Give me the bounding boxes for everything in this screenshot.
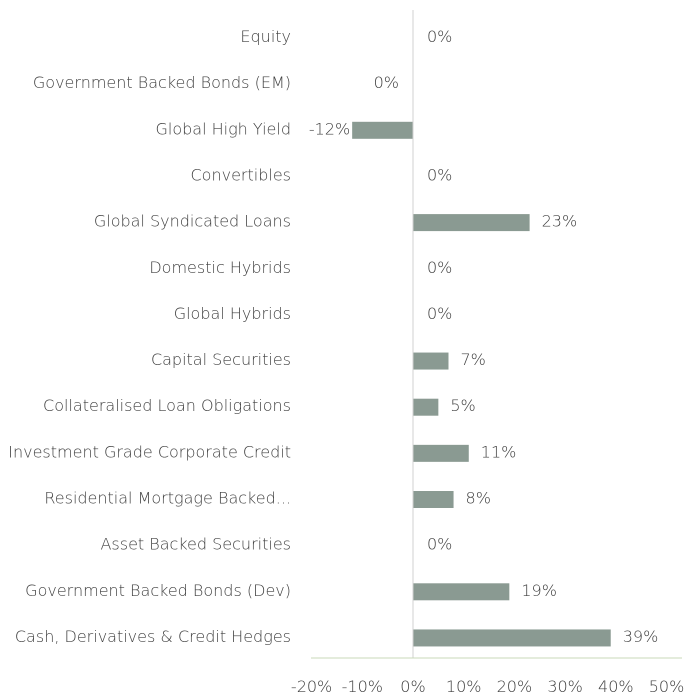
bar: [413, 352, 449, 370]
bar: [413, 583, 510, 601]
category-label: Equity: [240, 27, 291, 46]
value-labels: 0% 0% -12% 0% 23% 0% 0% 7% 5% 11% 8% 0% 19% 39%: [309, 27, 658, 646]
x-tick-labels: -20% -10% 0% 10% 20% 30% 40% 50%: [291, 677, 684, 695]
category-label: Asset Backed Securities: [100, 535, 291, 554]
x-tick-label: -20%: [291, 677, 332, 695]
x-tick-label: 50%: [649, 677, 685, 695]
category-label: Government Backed Bonds (EM): [33, 73, 291, 92]
category-label: Collateralised Loan Obligations: [43, 396, 291, 415]
value-label: 0%: [427, 258, 452, 277]
bar: [413, 214, 530, 232]
category-labels: Equity Government Backed Bonds (EM) Global…: [8, 27, 291, 646]
bars-group: [352, 121, 611, 647]
category-label: Global Syndicated Loans: [94, 212, 291, 231]
value-label: 8%: [466, 489, 491, 508]
category-label: Global Hybrids: [174, 304, 291, 323]
bar: [413, 491, 454, 508]
value-label: 7%: [460, 350, 485, 369]
x-tick-label: 0%: [400, 677, 425, 695]
category-label: Capital Securities: [151, 350, 291, 369]
x-tick-label: 20%: [497, 677, 533, 695]
x-tick-label: 40%: [598, 677, 634, 695]
bar: [413, 398, 439, 416]
value-label: 0%: [427, 27, 452, 46]
category-label: Domestic Hybrids: [149, 258, 291, 277]
value-label: 0%: [427, 535, 452, 554]
x-tick-label: -10%: [342, 677, 383, 695]
category-label: Cash, Derivatives & Credit Hedges: [15, 627, 291, 646]
value-label: 39%: [623, 627, 659, 646]
value-label: 0%: [427, 165, 452, 184]
value-label: 0%: [427, 304, 452, 323]
category-label: Global High Yield: [155, 119, 291, 138]
value-label: 11%: [481, 442, 517, 461]
value-label: -12%: [309, 119, 350, 138]
value-label: 5%: [450, 396, 475, 415]
value-label: 23%: [542, 212, 578, 231]
category-label: Convertibles: [191, 165, 292, 184]
category-label: Government Backed Bonds (Dev): [25, 581, 291, 600]
bar: [413, 629, 611, 647]
x-tick-label: 10%: [446, 677, 482, 695]
category-label: Investment Grade Corporate Credit: [8, 442, 291, 461]
bar: [352, 121, 413, 139]
x-tick-label: 30%: [547, 677, 583, 695]
bar: [413, 444, 469, 462]
value-label: 19%: [521, 581, 557, 600]
category-label: Residential Mortgage Backed...: [44, 489, 291, 508]
value-label: 0%: [374, 73, 399, 92]
